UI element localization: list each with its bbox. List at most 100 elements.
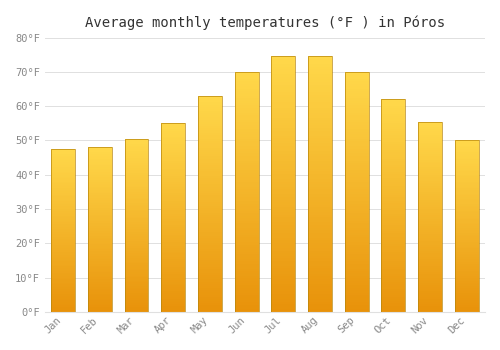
Bar xyxy=(198,238,222,240)
Bar xyxy=(52,177,75,178)
Bar xyxy=(308,245,332,248)
Bar xyxy=(198,262,222,264)
Bar xyxy=(382,308,405,310)
Bar xyxy=(308,197,332,199)
Bar xyxy=(198,163,222,165)
Bar xyxy=(234,228,258,230)
Bar xyxy=(234,261,258,264)
Bar xyxy=(344,295,368,298)
Bar xyxy=(344,281,368,283)
Bar xyxy=(454,185,478,187)
Bar xyxy=(344,228,368,230)
Bar xyxy=(198,191,222,193)
Bar xyxy=(124,239,148,241)
Bar xyxy=(88,243,112,244)
Bar xyxy=(344,180,368,182)
Bar xyxy=(454,164,478,166)
Bar xyxy=(272,125,295,128)
Bar xyxy=(344,72,368,74)
Bar xyxy=(52,204,75,206)
Bar xyxy=(308,281,332,284)
Bar xyxy=(162,310,185,312)
Bar xyxy=(308,72,332,74)
Bar xyxy=(234,105,258,108)
Bar xyxy=(124,163,148,165)
Bar xyxy=(162,219,185,222)
Bar xyxy=(344,238,368,240)
Bar xyxy=(124,310,148,312)
Bar xyxy=(454,276,478,278)
Bar xyxy=(162,186,185,188)
Bar xyxy=(382,116,405,118)
Bar xyxy=(418,148,442,150)
Bar xyxy=(272,118,295,120)
Bar xyxy=(234,101,258,103)
Bar xyxy=(52,297,75,299)
Bar xyxy=(272,205,295,207)
Bar xyxy=(272,217,295,220)
Bar xyxy=(382,180,405,182)
Bar xyxy=(418,127,442,129)
Bar xyxy=(308,286,332,289)
Bar xyxy=(198,180,222,182)
Bar xyxy=(198,144,222,146)
Bar xyxy=(382,140,405,142)
Bar xyxy=(52,185,75,187)
Bar xyxy=(198,202,222,204)
Bar xyxy=(124,301,148,303)
Bar xyxy=(124,156,148,158)
Bar xyxy=(124,298,148,300)
Bar xyxy=(234,84,258,86)
Bar xyxy=(344,103,368,105)
Bar xyxy=(124,264,148,265)
Bar xyxy=(124,277,148,279)
Bar xyxy=(52,292,75,294)
Bar xyxy=(198,264,222,267)
Bar xyxy=(124,220,148,222)
Bar xyxy=(234,259,258,261)
Bar xyxy=(198,225,222,228)
Bar xyxy=(124,253,148,255)
Bar xyxy=(344,130,368,132)
Bar xyxy=(124,260,148,262)
Bar xyxy=(162,229,185,231)
Bar xyxy=(382,248,405,250)
Bar xyxy=(234,278,258,281)
Bar xyxy=(418,243,442,245)
Bar xyxy=(124,173,148,175)
Bar xyxy=(124,251,148,253)
Bar xyxy=(234,283,258,286)
Bar xyxy=(88,246,112,248)
Bar xyxy=(418,262,442,264)
Bar xyxy=(124,140,148,142)
Bar xyxy=(234,288,258,290)
Bar xyxy=(308,256,332,258)
Bar xyxy=(124,257,148,258)
Bar xyxy=(272,159,295,161)
Bar xyxy=(454,149,478,151)
Bar xyxy=(52,286,75,287)
Bar xyxy=(418,177,442,179)
Bar xyxy=(52,276,75,278)
Bar xyxy=(454,248,478,250)
Bar xyxy=(124,291,148,293)
Bar xyxy=(308,128,332,131)
Bar xyxy=(198,212,222,215)
Bar xyxy=(344,235,368,238)
Bar xyxy=(124,165,148,167)
Bar xyxy=(272,192,295,194)
Bar xyxy=(308,79,332,82)
Bar xyxy=(198,234,222,236)
Bar xyxy=(52,209,75,211)
Bar xyxy=(88,290,112,292)
Bar xyxy=(418,182,442,184)
Bar xyxy=(308,105,332,107)
Bar xyxy=(382,118,405,121)
Bar xyxy=(162,234,185,237)
Bar xyxy=(234,146,258,149)
Bar xyxy=(272,238,295,240)
Bar xyxy=(124,158,148,160)
Bar xyxy=(124,279,148,281)
Bar xyxy=(88,190,112,192)
Bar xyxy=(52,284,75,286)
